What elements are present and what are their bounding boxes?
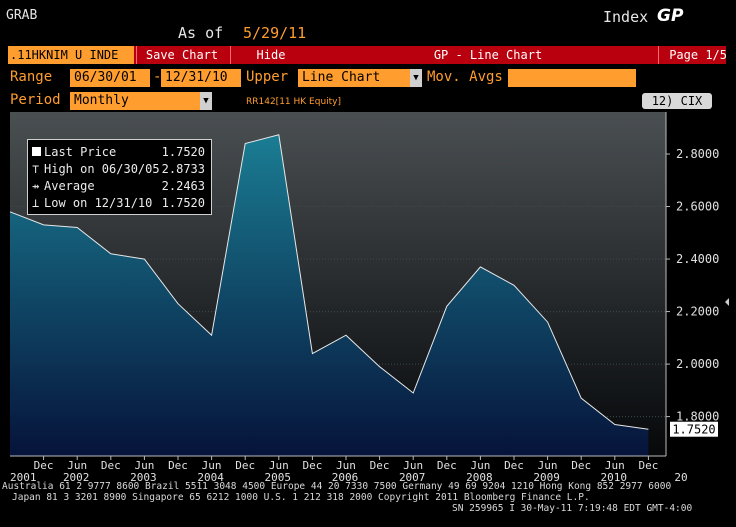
- last-price-tag: 1.7520: [670, 421, 718, 437]
- legend-average: ⇸ Average: [32, 179, 95, 193]
- legend-low: ⊥ Low on 12/31/10: [32, 196, 153, 210]
- chart-type-select[interactable]: Line Chart: [298, 69, 410, 87]
- series-note: RR142[11 HK Equity]: [246, 97, 342, 107]
- y-tick-label: 2.2000: [676, 305, 719, 319]
- legend-high-value: 2.8733: [161, 162, 205, 176]
- x-tick-month-label: Jun: [202, 459, 222, 472]
- x-tick-month-label: Jun: [67, 459, 87, 472]
- x-tick-year-label: 2004: [197, 471, 224, 481]
- legend-last-price-value: 1.7520: [161, 145, 205, 159]
- ticker-field[interactable]: .11HKNIM U INDE: [8, 46, 134, 64]
- legend-low-value: 1.7520: [161, 196, 205, 210]
- last-price-tag-text: 1.7520: [672, 423, 715, 437]
- x-tick-month-label: Jun: [269, 459, 289, 472]
- y-tick-label: 2.0000: [676, 357, 719, 371]
- chevron-down-icon[interactable]: ▼: [200, 92, 212, 110]
- x-tick-month-label: Jun: [538, 459, 558, 472]
- x-tick-month-label: Jun: [134, 459, 154, 472]
- mov-avg-input-3[interactable]: [596, 69, 636, 87]
- asof-label: As of: [178, 24, 224, 42]
- header: GRAB As of 5/29/11 Index GP: [0, 0, 736, 44]
- mov-avg-input-1[interactable]: [508, 69, 552, 87]
- chevron-down-icon[interactable]: ▼: [410, 69, 422, 87]
- period-label: Period: [10, 92, 61, 108]
- x-tick-month-label: Dec: [101, 459, 121, 472]
- y-tick-label: 2.6000: [676, 200, 719, 214]
- y-tick-label: 1.8000: [676, 410, 719, 424]
- x-tick-year-label: 2007: [399, 471, 426, 481]
- x-tick-year-label: 2003: [130, 471, 157, 481]
- x-tick-month-label: Dec: [34, 459, 54, 472]
- end-date-input[interactable]: 12/31/10: [161, 69, 241, 87]
- y-tick-label: 2.8000: [676, 147, 719, 161]
- scroll-arrow-icon[interactable]: [725, 298, 729, 306]
- start-date-input[interactable]: 06/30/01: [70, 69, 150, 87]
- function-title: GP - Line Chart: [433, 48, 543, 62]
- x-tick-year-label: 2001: [10, 471, 37, 481]
- price-line: [9, 134, 649, 430]
- price-area: [10, 134, 649, 457]
- legend-high: ⊤ High on 06/30/05: [32, 162, 160, 176]
- footer-contacts: Australia 61 2 9777 8600 Brazil 5511 304…: [2, 481, 672, 492]
- index-code: GP: [657, 6, 684, 26]
- x-tick-month-label: Dec: [235, 459, 255, 472]
- x-tick-month-label: Dec: [370, 459, 390, 472]
- footer-timestamp: SN 259965 I 30-May-11 7:19:48 EDT GMT-4:…: [452, 503, 693, 514]
- x-tick-month-label: Jun: [470, 459, 490, 472]
- x-tick-month-label: Jun: [336, 459, 356, 472]
- last-price-marker-icon: [32, 147, 41, 156]
- average-marker-icon: ⇸: [32, 179, 40, 193]
- range-separator: -: [153, 69, 162, 85]
- x-tick-year-label: 2008: [466, 471, 493, 481]
- index-label: Index: [603, 8, 649, 26]
- mov-avg-input-2[interactable]: [552, 69, 596, 87]
- toolbar: .11HKNIM U INDE Save Chart Hide GP - Lin…: [8, 46, 727, 64]
- asof-date[interactable]: 5/29/11: [243, 24, 307, 42]
- save-chart-button[interactable]: Save Chart: [136, 46, 227, 64]
- x-tick-month-label: Dec: [437, 459, 457, 472]
- x-tick-month-label: Dec: [168, 459, 188, 472]
- high-marker-icon: ⊤: [32, 162, 40, 176]
- range-label: Range: [10, 69, 53, 85]
- x-tick-year-label: 2005: [265, 471, 292, 481]
- y-tick-label: 2.4000: [676, 252, 719, 266]
- legend: Last Price 1.7520 ⊤ High on 06/30/05 2.87…: [27, 139, 212, 215]
- x-tick-month-label: Jun: [403, 459, 423, 472]
- footer-contacts-2: Japan 81 3 3201 8900 Singapore 65 6212 1…: [12, 492, 590, 503]
- cix-button[interactable]: 12) CIX: [642, 93, 712, 109]
- legend-last-price: Last Price: [32, 144, 116, 160]
- hide-button[interactable]: Hide: [230, 46, 311, 64]
- x-tick-year-label: 2010: [601, 471, 628, 481]
- x-tick-year-label: 20: [674, 471, 687, 481]
- page-indicator[interactable]: Page 1/5: [658, 46, 731, 64]
- upper-label: Upper: [246, 69, 289, 85]
- function-code: GRAB: [6, 8, 38, 23]
- x-tick-month-label: Dec: [571, 459, 591, 472]
- x-tick-year-label: 2009: [533, 471, 560, 481]
- x-tick-month-label: Jun: [605, 459, 625, 472]
- x-tick-month-label: Dec: [302, 459, 322, 472]
- x-tick-year-label: 2006: [332, 471, 359, 481]
- mov-avgs-label: Mov. Avgs: [427, 69, 503, 85]
- x-tick-year-label: 2002: [63, 471, 90, 481]
- x-tick-month-label: Dec: [504, 459, 524, 472]
- low-marker-icon: ⊥: [32, 196, 40, 210]
- line-chart: 2.8000 2.6000 2.4000 2.2000 2.0000 1.8000 Dec…: [9, 112, 729, 481]
- legend-average-value: 2.2463: [161, 179, 205, 193]
- period-select[interactable]: Monthly: [70, 92, 200, 110]
- x-tick-month-label: Dec: [638, 459, 658, 472]
